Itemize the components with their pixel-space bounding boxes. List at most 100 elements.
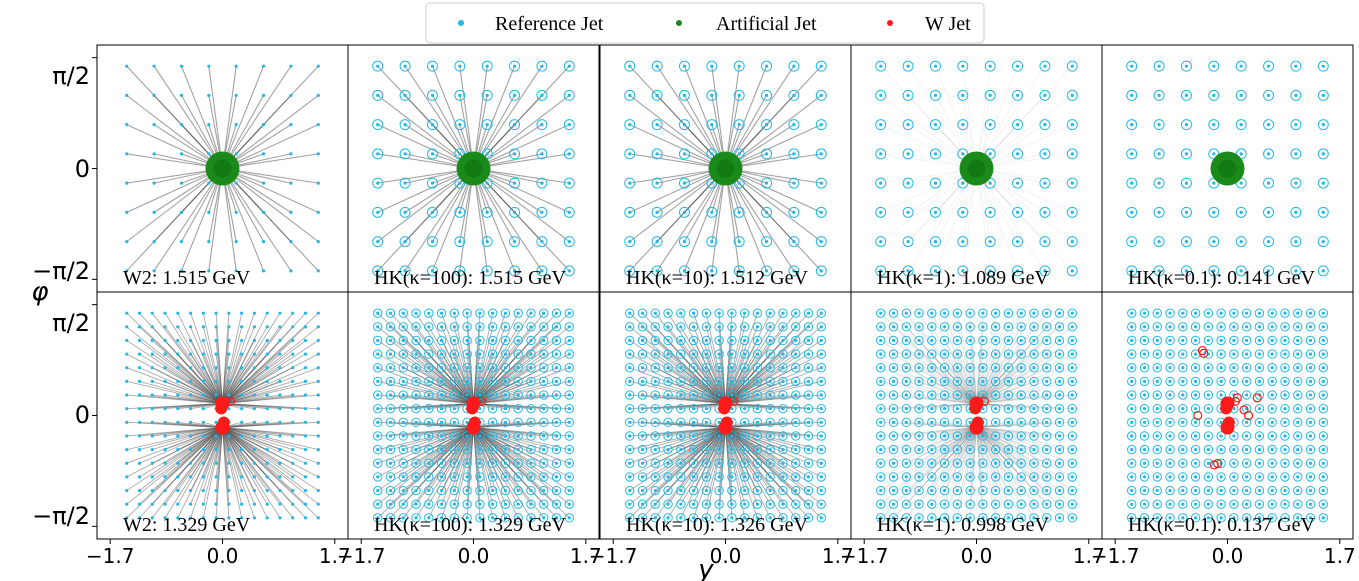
reference-point xyxy=(427,516,431,520)
reference-point xyxy=(1057,516,1062,520)
reference-ring xyxy=(385,335,396,346)
reference-point xyxy=(176,461,180,465)
reference-point xyxy=(207,210,211,214)
reference-ring xyxy=(513,458,523,468)
reference-point xyxy=(439,434,444,438)
transport-line xyxy=(725,167,822,213)
transport-line xyxy=(976,427,1022,519)
reference-point xyxy=(981,434,985,438)
reference-point xyxy=(1019,325,1023,329)
reference-ring xyxy=(984,89,996,101)
reference-point xyxy=(265,352,269,356)
transport-line xyxy=(724,66,740,169)
reference-ring xyxy=(688,349,699,359)
reference-ring xyxy=(1067,458,1077,468)
reference-point xyxy=(201,502,205,506)
reference-point xyxy=(666,366,670,370)
reference-ring xyxy=(688,390,699,400)
reference-ring xyxy=(1139,363,1150,373)
reference-point xyxy=(503,488,508,493)
reference-ring xyxy=(650,431,660,441)
reference-point xyxy=(540,239,544,244)
reference-point xyxy=(278,379,282,383)
reference-ring xyxy=(1012,89,1024,101)
reference-point xyxy=(137,461,142,465)
reference-ring xyxy=(676,403,686,414)
reference-point xyxy=(1257,420,1262,424)
reference-point xyxy=(994,488,998,493)
reference-point xyxy=(1006,338,1011,343)
reference-ring xyxy=(727,376,737,387)
reference-ring xyxy=(1016,403,1026,414)
reference-ring xyxy=(564,335,574,346)
transport-line xyxy=(725,313,758,404)
reference-ring xyxy=(1241,499,1252,509)
reference-ring xyxy=(426,119,438,131)
reference-ring xyxy=(1067,335,1077,346)
reference-point xyxy=(1057,475,1062,479)
reference-point xyxy=(653,393,657,397)
transport-line xyxy=(431,65,475,169)
reference-point xyxy=(981,325,985,329)
panel-r2-c2: HK(κ=100): 1.329 GeV−1.7 0.0 1.7 xyxy=(337,291,602,568)
reference-point xyxy=(730,461,734,465)
reference-ring xyxy=(500,363,511,373)
reference-point xyxy=(691,407,696,411)
reference-point xyxy=(1130,448,1134,452)
reference-ring xyxy=(752,444,763,455)
reference-point xyxy=(1296,488,1300,493)
transport-line xyxy=(931,394,977,404)
reference-point xyxy=(679,352,683,356)
reference-point xyxy=(930,393,934,397)
reference-ring xyxy=(739,485,750,496)
reference-point xyxy=(1232,352,1236,356)
reference-point xyxy=(458,152,462,156)
transport-line xyxy=(725,168,822,243)
reference-point xyxy=(188,407,193,411)
reference-ring xyxy=(1241,349,1252,359)
reference-point xyxy=(163,448,167,452)
reference-point xyxy=(125,269,129,273)
reference-point xyxy=(1070,488,1074,493)
reference-point xyxy=(1070,420,1074,424)
reference-ring xyxy=(624,60,636,72)
reference-point xyxy=(376,123,380,127)
reference-ring xyxy=(816,472,826,482)
reference-point xyxy=(1232,461,1236,465)
reference-ring xyxy=(1153,60,1165,72)
reference-ring xyxy=(436,417,447,428)
reference-ring xyxy=(1216,458,1226,468)
transport-line xyxy=(725,94,822,169)
reference-point xyxy=(1006,352,1011,356)
reference-ring xyxy=(411,431,421,441)
transport-line xyxy=(931,427,977,519)
reference-point xyxy=(1006,475,1011,479)
reference-ring xyxy=(385,472,396,482)
reference-point xyxy=(176,366,180,370)
transport-line xyxy=(459,66,475,169)
reference-point xyxy=(1283,461,1287,465)
transport-line xyxy=(918,427,977,519)
reference-point xyxy=(764,93,769,98)
transport-line xyxy=(473,427,570,437)
reference-ring xyxy=(701,458,712,468)
reference-ring xyxy=(727,444,737,455)
reference-point xyxy=(201,379,205,383)
reference-ring xyxy=(1180,177,1192,189)
reference-point xyxy=(988,269,992,273)
reference-point xyxy=(1045,434,1049,438)
reference-point xyxy=(794,338,798,343)
transport-line xyxy=(126,427,223,491)
reference-ring xyxy=(727,458,737,468)
reference-ring xyxy=(1293,349,1303,359)
w-jet-point xyxy=(720,416,733,429)
reference-ring xyxy=(650,417,660,428)
reference-ring xyxy=(424,417,434,428)
reference-point xyxy=(994,366,998,370)
reference-ring xyxy=(651,265,663,277)
reference-point xyxy=(201,366,205,370)
reference-ring xyxy=(1054,513,1065,523)
x-tick-label: 0.0 xyxy=(207,544,239,568)
reference-point xyxy=(730,407,734,411)
reference-point xyxy=(653,502,657,506)
